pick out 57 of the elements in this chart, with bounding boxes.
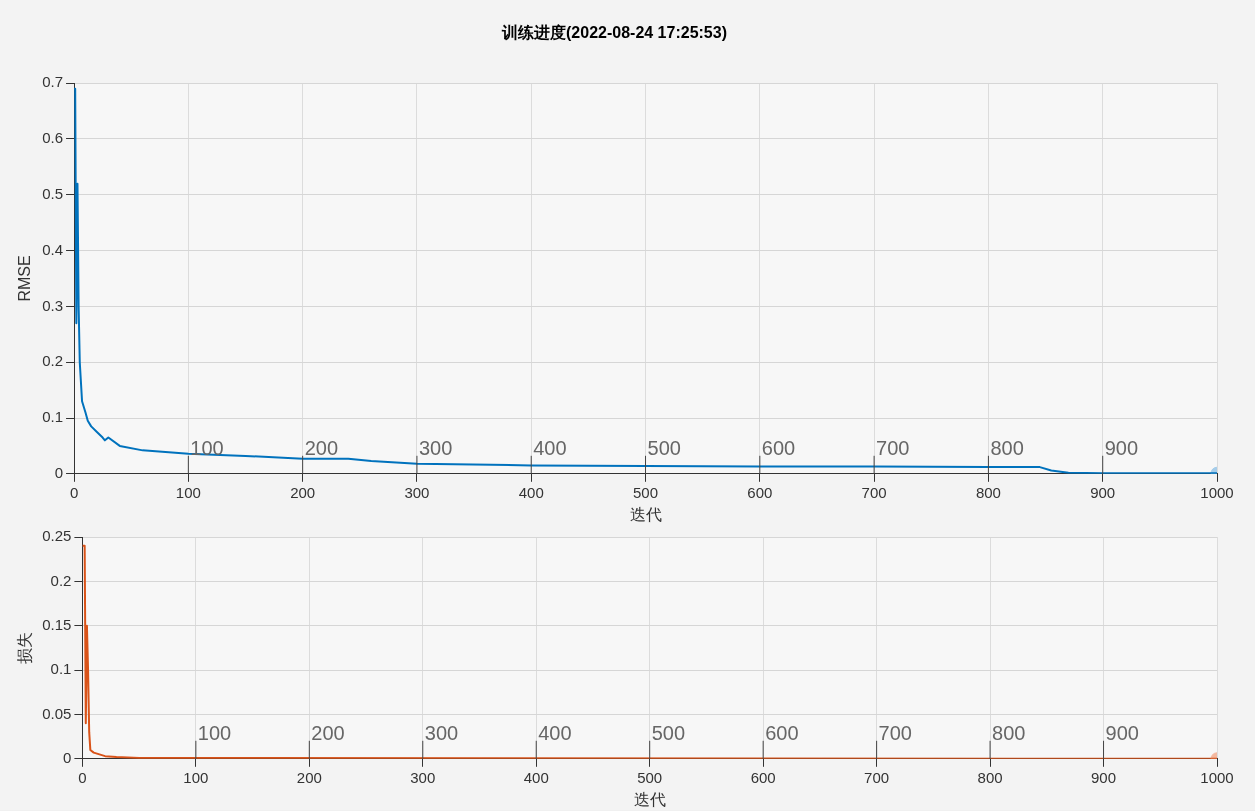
y-tick-label: 0 bbox=[54, 463, 64, 481]
y-tick-label: 0.25 bbox=[42, 527, 72, 545]
x-tick-label: 500 bbox=[633, 483, 659, 501]
ref-line-label: 600 bbox=[761, 437, 796, 460]
y-tick-label: 0.1 bbox=[50, 660, 72, 678]
y-tick-label: 0 bbox=[63, 748, 72, 766]
ref-line-label: 600 bbox=[765, 722, 799, 745]
x-tick-label: 900 bbox=[1091, 768, 1117, 786]
chart-title: 训练进度(2022-08-24 17:25:53) bbox=[501, 23, 727, 42]
ref-line-label: 900 bbox=[1104, 437, 1139, 460]
x-tick-label: 600 bbox=[750, 768, 776, 786]
y-tick-label: 0.7 bbox=[42, 73, 64, 91]
x-tick-label: 200 bbox=[290, 483, 316, 501]
x-tick-label: 400 bbox=[518, 483, 544, 501]
x-tick-label: 900 bbox=[1090, 483, 1116, 501]
ref-line-label: 800 bbox=[992, 722, 1026, 745]
ref-line-label: 400 bbox=[533, 437, 567, 460]
x-tick-label: 1000 bbox=[1200, 483, 1234, 501]
y-tick-label: 0.05 bbox=[42, 704, 72, 722]
x-tick-label: 0 bbox=[78, 768, 87, 786]
y-tick-label: 0.1 bbox=[42, 408, 64, 426]
ref-line-label: 300 bbox=[424, 722, 459, 745]
x-tick-label: 1000 bbox=[1200, 768, 1234, 786]
ref-line-label: 500 bbox=[647, 437, 681, 460]
x-tick-label: 100 bbox=[175, 483, 201, 501]
ref-line-label: 200 bbox=[311, 722, 345, 745]
ref-line-label: 700 bbox=[878, 722, 912, 745]
x-tick-label: 500 bbox=[637, 768, 663, 786]
y-tick-label: 0.4 bbox=[42, 240, 64, 258]
y-tick-label: 0.15 bbox=[42, 615, 72, 633]
x-tick-label: 400 bbox=[523, 768, 549, 786]
x-axis-title: 迭代 bbox=[633, 790, 666, 808]
x-tick-label: 300 bbox=[410, 768, 436, 786]
y-axis-title: RMSE bbox=[16, 255, 34, 302]
ref-line-label: 100 bbox=[197, 722, 232, 745]
x-tick-label: 300 bbox=[404, 483, 430, 501]
x-tick-label: 800 bbox=[975, 483, 1001, 501]
x-tick-label: 200 bbox=[296, 768, 322, 786]
ref-line-label: 500 bbox=[651, 722, 686, 745]
x-axis-title: 迭代 bbox=[629, 505, 662, 523]
x-tick-label: 700 bbox=[861, 483, 887, 501]
ref-line-label: 900 bbox=[1105, 722, 1139, 745]
x-tick-label: 800 bbox=[977, 768, 1003, 786]
y-tick-label: 0.5 bbox=[42, 184, 64, 202]
x-tick-label: 700 bbox=[864, 768, 890, 786]
ref-line-label: 300 bbox=[418, 437, 453, 460]
ref-line-label: 200 bbox=[304, 437, 339, 460]
y-axis-title: 损失 bbox=[16, 631, 34, 664]
ref-line-label: 700 bbox=[876, 437, 910, 460]
y-tick-label: 0.3 bbox=[42, 296, 64, 314]
y-tick-label: 0.2 bbox=[42, 352, 64, 370]
x-tick-label: 600 bbox=[747, 483, 773, 501]
x-tick-label: 100 bbox=[183, 768, 209, 786]
ref-line-label: 400 bbox=[538, 722, 572, 745]
y-tick-label: 0.6 bbox=[42, 129, 64, 147]
ref-line-label: 800 bbox=[990, 437, 1024, 460]
y-tick-label: 0.2 bbox=[50, 571, 72, 589]
